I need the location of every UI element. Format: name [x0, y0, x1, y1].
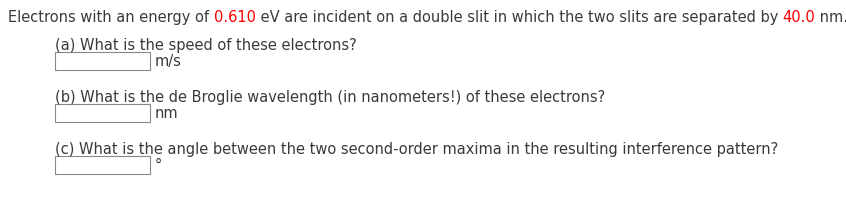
- Text: eV are incident on a double slit in which the two slits are separated by: eV are incident on a double slit in whic…: [255, 10, 783, 25]
- Bar: [55, 52, 150, 70]
- Text: Electrons with an energy of: Electrons with an energy of: [8, 10, 214, 25]
- Text: 0.610: 0.610: [214, 10, 255, 25]
- Text: (b) What is the de Broglie wavelength (in nanometers!) of these electrons?: (b) What is the de Broglie wavelength (i…: [55, 90, 605, 105]
- Bar: [55, 156, 150, 174]
- Text: °: °: [155, 158, 162, 172]
- Text: (a) What is the speed of these electrons?: (a) What is the speed of these electrons…: [55, 38, 357, 53]
- Text: nm.: nm.: [816, 10, 846, 25]
- Text: m/s: m/s: [155, 54, 182, 69]
- Text: 40.0: 40.0: [783, 10, 816, 25]
- Bar: [55, 104, 150, 122]
- Text: nm: nm: [155, 105, 179, 121]
- Text: (c) What is the angle between the two second-order maxima in the resulting inter: (c) What is the angle between the two se…: [55, 142, 778, 157]
